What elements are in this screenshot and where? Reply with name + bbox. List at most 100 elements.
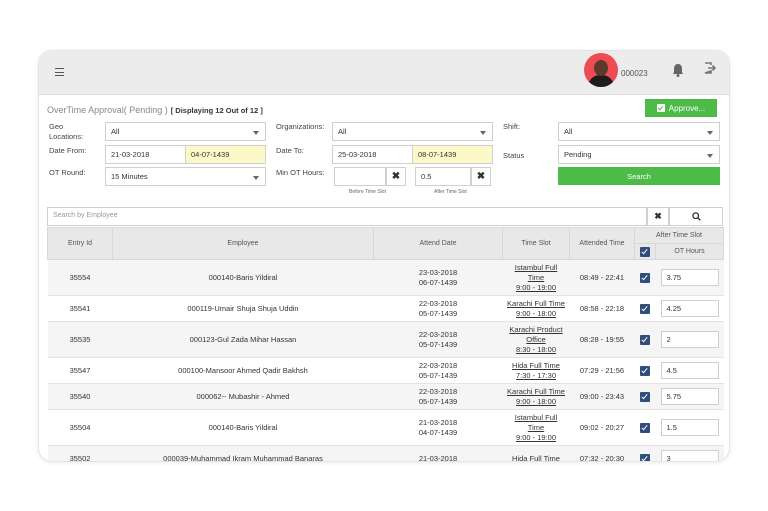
time-slot-cell: Hida Full Time 7:30 - 17:30 — [502, 357, 570, 384]
time-slot-hours[interactable]: 9:00 - 18:00 — [515, 308, 557, 318]
avatar[interactable] — [584, 53, 618, 87]
bell-icon[interactable] — [672, 63, 684, 77]
table-row[interactable]: 35547 000100-Mansoor Ahmed Qadir Bakhsh 22… — [47, 357, 724, 384]
time-slot-name[interactable]: Hida Full Time — [512, 453, 560, 462]
hamburger-menu-icon[interactable] — [55, 68, 64, 76]
before-slot-label: Before Time Slot — [349, 189, 386, 195]
time-slot-cell: Hida Full Time — [502, 445, 570, 462]
time-slot-name[interactable]: Office — [526, 334, 546, 344]
ot-hours-input[interactable]: 1.5 — [660, 419, 719, 436]
row-checkbox[interactable] — [634, 357, 656, 384]
date-to-label: Date To: — [276, 146, 304, 155]
attend-date-cell: 21-03-2018 — [373, 445, 503, 461]
ot-hours-input[interactable]: 4.5 — [660, 362, 719, 379]
col-attended-time[interactable]: Attended Time — [569, 227, 635, 260]
time-slot-hours[interactable]: 9:00 - 19:00 — [515, 432, 557, 442]
row-checkbox[interactable] — [634, 409, 656, 446]
attend-date: 22-03-2018 — [418, 386, 458, 396]
employee-search-input[interactable]: Search by Employee — [47, 207, 647, 226]
employee-name: 000140-Baris Yildiral — [112, 409, 374, 446]
time-slot-name[interactable]: Time — [527, 272, 545, 282]
attend-date-hijri: 04-07-1439 — [418, 427, 458, 437]
date-from-hijri-input[interactable]: 04-07-1439 — [185, 145, 266, 164]
organizations-label: Organizations: — [276, 122, 325, 131]
before-slot-clear-icon[interactable]: ✖ — [386, 167, 406, 186]
attend-date: 22-03-2018 — [418, 298, 458, 308]
col-time-slot[interactable]: Time Slot — [502, 227, 570, 260]
time-slot-cell: Karachi Full Time 9:00 - 18:00 — [502, 295, 570, 322]
attended-time: 09:00 - 23:43 — [569, 383, 635, 410]
status-select[interactable]: Pending — [558, 145, 720, 164]
table-row[interactable]: 35504 000140-Baris Yildiral 21-03-2018 04-0… — [47, 409, 724, 446]
clear-search-icon[interactable]: ✖ — [647, 207, 669, 226]
min-ot-hours-label: Min OT Hours: — [276, 168, 325, 177]
ot-hours-input[interactable]: 3.75 — [660, 269, 719, 286]
before-slot-input[interactable] — [334, 167, 386, 186]
table-row[interactable]: 35554 000140-Baris Yildiral 23-03-2018 06-0… — [47, 259, 724, 296]
time-slot-cell: Karachi Product Office 8:30 - 18:00 — [502, 321, 570, 358]
employee-name: 000140-Baris Yildiral — [112, 259, 374, 296]
ot-round-select[interactable]: 15 Minutes — [105, 167, 266, 186]
row-checkbox[interactable] — [634, 321, 656, 358]
after-slot-label: After Time Slot — [434, 189, 467, 195]
time-slot-name[interactable]: Karachi Full Time — [507, 298, 565, 308]
time-slot-name[interactable]: Karachi Product — [509, 324, 563, 334]
col-employee[interactable]: Employee — [112, 227, 374, 260]
date-to-input[interactable]: 25-03-2018 — [332, 145, 413, 164]
search-icon[interactable] — [669, 207, 723, 226]
entry-id: 35540 — [47, 383, 113, 410]
col-entry-id[interactable]: Entry Id — [47, 227, 113, 260]
attended-time: 07:32 - 20:30 — [569, 445, 635, 461]
time-slot-name[interactable]: Karachi Full Time — [507, 386, 565, 396]
table-row[interactable]: 35541 000119-Umair Shuja Shuja Uddin 22-03… — [47, 295, 724, 322]
time-slot-hours[interactable]: 9:00 - 19:00 — [515, 282, 557, 292]
entry-id: 35502 — [47, 445, 113, 461]
date-from-input[interactable]: 21-03-2018 — [105, 145, 186, 164]
time-slot-hours[interactable]: 7:30 - 17:30 — [515, 370, 557, 380]
employee-name: 000039-Muhammad Ikram Muhammad Banaras — [112, 445, 374, 461]
time-slot-name[interactable]: Istambul Full — [514, 262, 558, 272]
attend-date-cell: 22-03-2018 05-07-1439 — [373, 357, 503, 384]
attend-date-cell: 22-03-2018 05-07-1439 — [373, 321, 503, 358]
ot-hours-input[interactable]: 5.75 — [660, 388, 719, 405]
attend-date-hijri: 05-07-1439 — [418, 396, 458, 406]
attend-date: 23-03-2018 — [418, 267, 458, 277]
geo-locations-select[interactable]: All — [105, 122, 266, 141]
row-checkbox[interactable] — [634, 295, 656, 322]
time-slot-hours[interactable]: 8:30 - 18:00 — [515, 344, 557, 354]
approve-button[interactable]: Approve... — [645, 99, 717, 117]
organizations-select[interactable]: All — [332, 122, 493, 141]
date-to-hijri-input[interactable]: 08-07-1439 — [412, 145, 493, 164]
app-window: 000023 OverTime Approval( Pending )[ Dis… — [38, 50, 730, 462]
entry-id: 35535 — [47, 321, 113, 358]
after-slot-clear-icon[interactable]: ✖ — [471, 167, 491, 186]
col-ot-hours[interactable]: OT Hours — [655, 243, 724, 260]
ot-hours-input[interactable]: 2 — [660, 331, 719, 348]
row-checkbox[interactable] — [634, 383, 656, 410]
page-title: OverTime Approval( Pending )[ Displaying… — [47, 105, 263, 115]
row-checkbox[interactable] — [634, 259, 656, 296]
ot-hours-input[interactable]: 4.25 — [660, 300, 719, 317]
logout-icon[interactable] — [703, 61, 717, 75]
time-slot-name[interactable]: Hida Full Time — [512, 360, 560, 370]
after-slot-input[interactable]: 0.5 — [415, 167, 471, 186]
select-all-checkbox[interactable] — [634, 243, 656, 260]
row-checkbox[interactable] — [634, 445, 656, 461]
table-row[interactable]: 35540 000062-- Mubashir - Ahmed 22-03-2018… — [47, 383, 724, 410]
time-slot-cell: Karachi Full Time 9:00 - 18:00 — [502, 383, 570, 410]
ot-hours-input[interactable]: 3 — [660, 450, 719, 461]
ot-hours-cell: 3 — [655, 445, 724, 461]
col-attend-date[interactable]: Attend Date — [373, 227, 503, 260]
user-id: 000023 — [621, 69, 648, 78]
attended-time: 07:29 - 21:56 — [569, 357, 635, 384]
time-slot-name[interactable]: Time — [527, 422, 545, 432]
entry-id: 35547 — [47, 357, 113, 384]
table-row[interactable]: 35535 000123-Gul Zada Mihar Hassan 22-03-2… — [47, 321, 724, 358]
time-slot-hours[interactable]: 9:00 - 18:00 — [515, 396, 557, 406]
table-row[interactable]: 35502 000039-Muhammad Ikram Muhammad Bana… — [47, 445, 724, 462]
employee-name: 000062-- Mubashir - Ahmed — [112, 383, 374, 410]
time-slot-name[interactable]: Istambul Full — [514, 412, 558, 422]
page-header: OverTime Approval( Pending )[ Displaying… — [47, 99, 723, 121]
search-button[interactable]: Search — [558, 167, 720, 185]
shift-select[interactable]: All — [558, 122, 720, 141]
